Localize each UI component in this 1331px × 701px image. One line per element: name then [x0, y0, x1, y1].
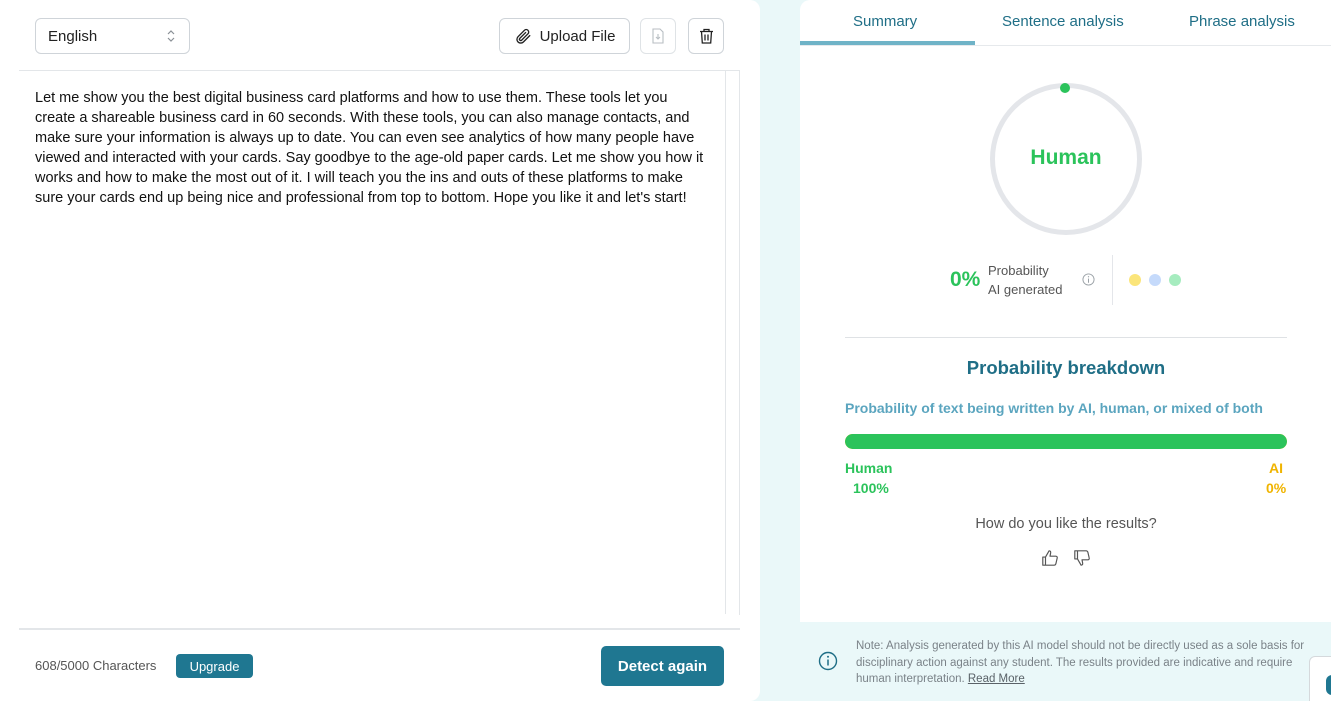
verdict-label: Human — [1030, 146, 1102, 169]
info-icon[interactable] — [1082, 273, 1095, 286]
text-scrollbar[interactable] — [725, 71, 739, 614]
probability-label: Probability — [988, 263, 1049, 278]
human-value: 100% — [853, 480, 889, 496]
chat-widget-icon — [1326, 675, 1331, 695]
ai-value: 0% — [1266, 480, 1287, 496]
tab-sentence-analysis[interactable]: Sentence analysis — [1002, 13, 1124, 30]
disclaimer-text: Note: Analysis generated by this AI mode… — [856, 638, 1326, 688]
paperclip-icon — [515, 28, 530, 44]
human-label: Human — [845, 460, 893, 476]
upload-file-label: Upload File — [539, 27, 616, 45]
ai-percent: 0% — [950, 268, 981, 291]
divider — [19, 628, 740, 630]
delete-button[interactable] — [688, 18, 724, 54]
divider — [845, 337, 1287, 338]
breakdown-subtitle: Probability of text being written by AI,… — [845, 400, 1263, 416]
chevron-up-down-icon — [167, 30, 175, 42]
breakdown-title: Probability breakdown — [966, 357, 1166, 378]
thumbs-down-icon[interactable] — [1073, 549, 1091, 567]
download-button[interactable] — [640, 18, 676, 54]
divider — [1112, 255, 1113, 305]
legend-dot-mixed — [1149, 274, 1161, 286]
thumbs-up-icon[interactable] — [1041, 549, 1059, 567]
result-ring-marker — [1060, 83, 1070, 93]
tab-summary[interactable]: Summary — [853, 13, 918, 30]
upgrade-button[interactable]: Upgrade — [176, 654, 253, 678]
disclaimer-body: Note: Analysis generated by this AI mode… — [856, 640, 1305, 685]
legend-dot-human — [1169, 274, 1181, 286]
tab-phrase-analysis[interactable]: Phrase analysis — [1189, 13, 1295, 30]
input-text[interactable]: Let me show you the best digital busines… — [35, 90, 704, 206]
probability-bar — [845, 434, 1287, 449]
ai-generated-label: AI generated — [988, 282, 1063, 297]
read-more-link[interactable]: Read More — [967, 673, 1025, 685]
chat-widget[interactable] — [1309, 656, 1331, 701]
trash-icon — [699, 28, 713, 44]
upload-file-button[interactable]: Upload File — [499, 18, 630, 54]
text-input-area[interactable]: Let me show you the best digital busines… — [19, 70, 740, 615]
language-select[interactable]: English — [35, 18, 190, 54]
ai-label: AI — [1269, 460, 1283, 476]
legend-dot-ai — [1129, 274, 1141, 286]
info-icon — [818, 651, 838, 671]
language-select-value: English — [48, 27, 98, 45]
feedback-question: How do you like the results? — [975, 516, 1157, 532]
detect-again-button[interactable]: Detect again — [601, 646, 724, 686]
probability-bar-human-fill — [845, 434, 1287, 449]
character-count: 608/5000 Characters — [35, 658, 157, 673]
file-download-icon — [652, 28, 664, 44]
active-tab-indicator — [800, 41, 975, 45]
results-tabs: Summary Sentence analysis Phrase analysi… — [800, 0, 1331, 46]
disclaimer-note — [800, 622, 1331, 701]
editor-panel: English Upload File Let me show you the … — [0, 0, 760, 701]
